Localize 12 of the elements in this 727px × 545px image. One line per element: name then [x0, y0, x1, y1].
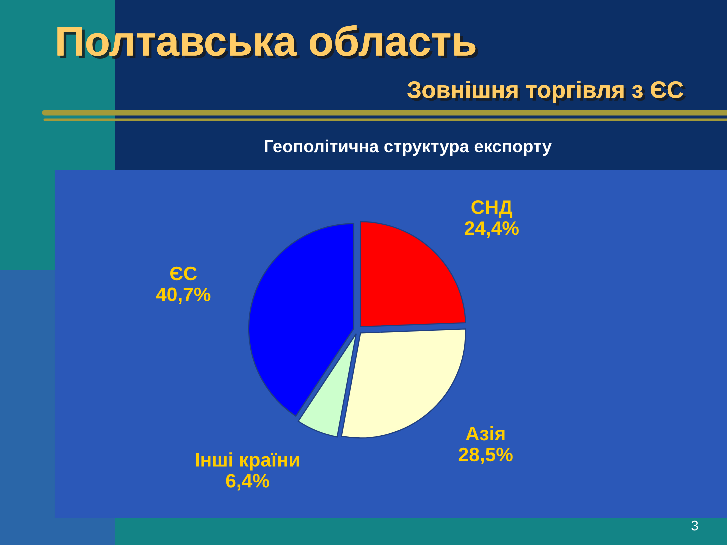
data-label: 28,5%: [458, 448, 513, 464]
slice-label: ЄС: [170, 266, 198, 281]
text: Геополітична структура експорту: [265, 140, 552, 156]
chart-subtitle: Зовнішня торгівля з ЄС: [408, 80, 686, 106]
data-label: 40,7%: [156, 288, 211, 304]
data-label: 6,4%: [226, 474, 270, 491]
data-label: 24,4%: [465, 222, 519, 238]
slice-label: Азія: [466, 426, 505, 441]
slice-label: Інші країни: [196, 452, 300, 471]
text: 3: [692, 520, 698, 531]
slice-label: СНД: [472, 200, 513, 218]
chart-title: Полтавська область: [58, 25, 478, 59]
